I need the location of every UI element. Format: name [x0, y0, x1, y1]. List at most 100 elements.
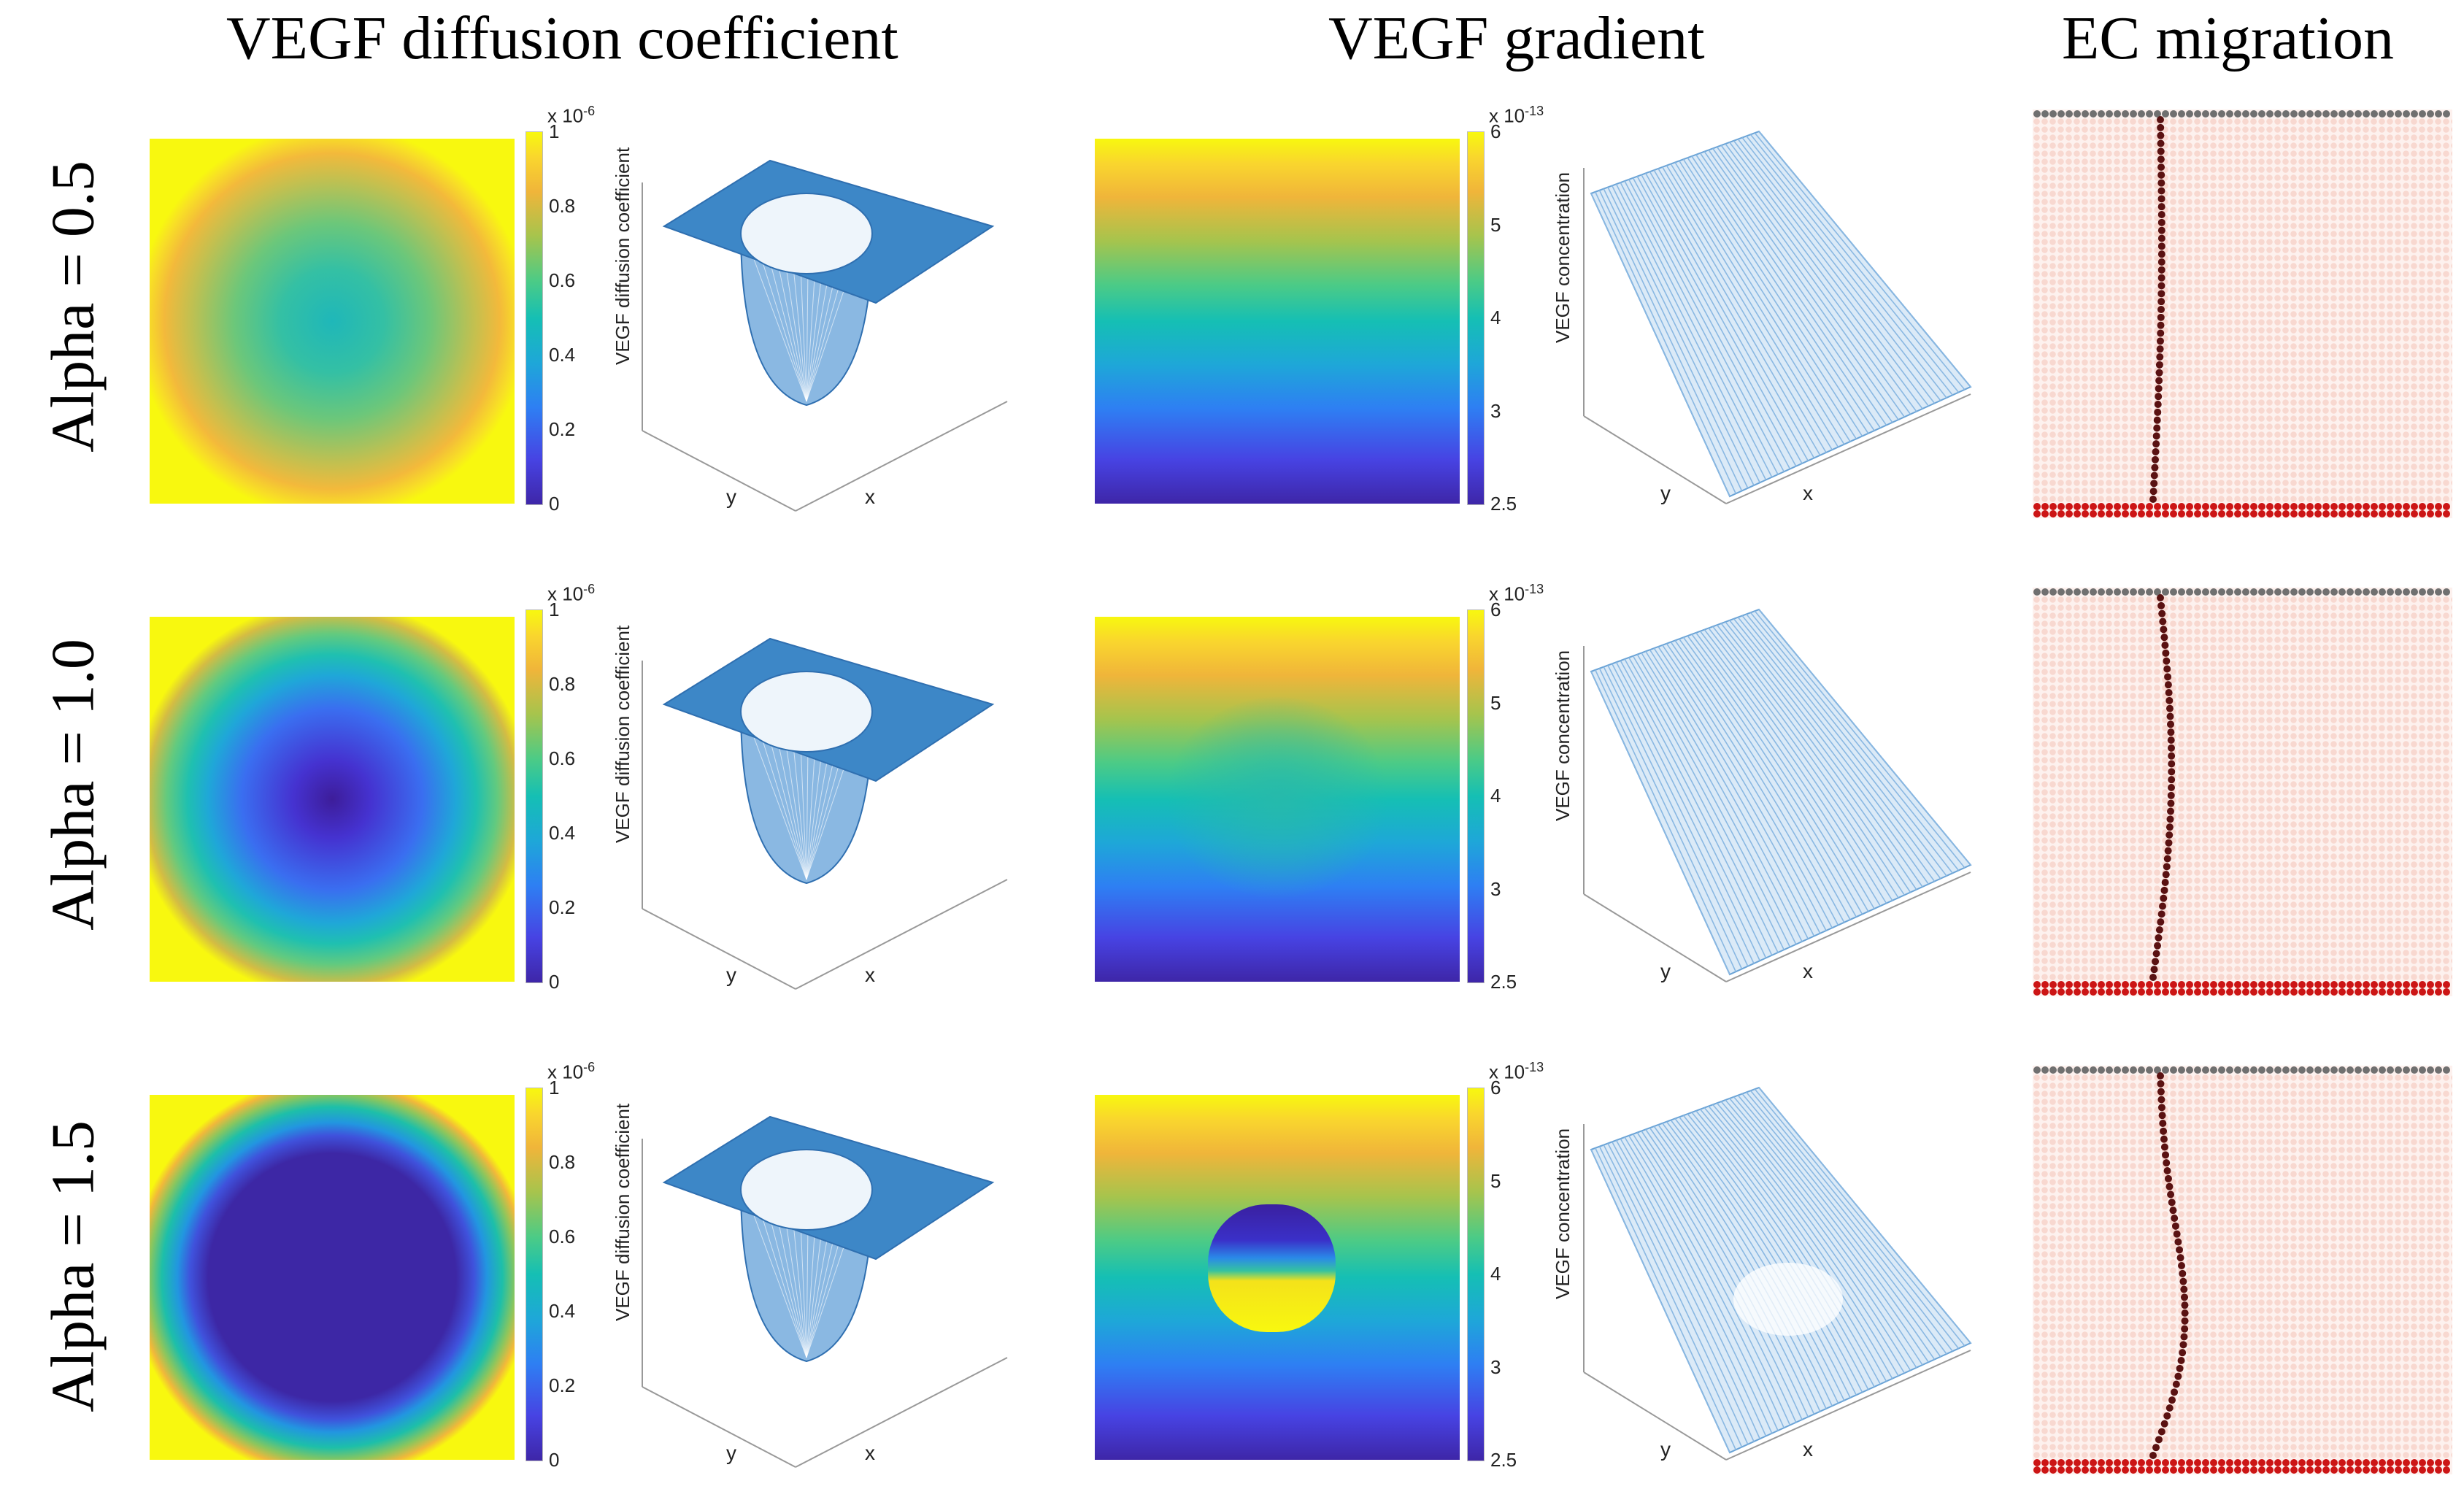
parent-vessel-top-node: [2314, 588, 2322, 596]
vegf-gradient-heatmap: [1095, 139, 1460, 504]
parent-vessel-top-node: [2314, 1066, 2322, 1074]
parent-vessel-top-node: [2419, 110, 2426, 118]
mesh-line: [1590, 1149, 1730, 1453]
parent-vessel-top-node: [2443, 1066, 2450, 1074]
sprout-cell: [2157, 116, 2164, 123]
parent-vessel-bottom-node: [2049, 1459, 2057, 1466]
parent-vessel-top-node: [2379, 110, 2386, 118]
mesh-line: [1632, 1134, 1791, 1425]
parent-vessel-bottom-node: [2346, 510, 2354, 518]
mesh-line: [1674, 640, 1851, 920]
mesh-line: [1620, 660, 1773, 956]
parent-vessel-top-node: [2114, 1066, 2121, 1074]
mesh-line: [1720, 1101, 1917, 1369]
diffusion-colorbar-tick-label: 1: [549, 120, 560, 142]
sprout-cell: [2155, 926, 2163, 934]
x-axis-label: x: [865, 1442, 875, 1464]
gradient-distortion: [1168, 697, 1387, 898]
inclusion-region: [1733, 1263, 1843, 1336]
parent-vessel-top-node: [2330, 110, 2338, 118]
parent-vessel-bottom-node: [2138, 1466, 2145, 1474]
sprout-cell: [2160, 634, 2168, 642]
parent-vessel-top-node: [2154, 1066, 2161, 1074]
mesh-line: [1595, 191, 1736, 494]
sprout-cell: [2163, 665, 2171, 673]
parent-vessel-bottom-node: [2057, 988, 2065, 996]
sprout-cell: [2167, 728, 2175, 736]
parent-vessel-top-node: [2266, 588, 2274, 596]
parent-vessel-bottom-node: [2106, 503, 2113, 510]
sprout-cell: [2157, 298, 2165, 306]
parent-vessel-top-node: [2074, 1066, 2081, 1074]
parent-vessel-bottom-node: [2202, 1459, 2209, 1466]
gradient-surface-plot: VEGF concentration y x: [1552, 130, 1972, 504]
sprout-cell: [2152, 958, 2160, 966]
parent-vessel-bottom-node: [2266, 510, 2274, 518]
parent-vessel-bottom-node: [2186, 503, 2193, 510]
row-label-alpha-1-0: Alpha = 1.0: [39, 639, 107, 931]
parent-vessel-top-node: [2146, 110, 2153, 118]
sprout-cell: [2157, 918, 2165, 926]
sprout-cell: [2159, 1120, 2167, 1127]
y-axis-line: [642, 908, 796, 990]
gradient-colorbar-tick-label: 2.5: [1490, 971, 1517, 993]
y-axis-label: y: [1660, 960, 1671, 982]
parent-vessel-bottom-node: [2363, 1459, 2370, 1466]
parent-vessel-top-node: [2178, 110, 2185, 118]
gradient-colorbar-tick-label: 2.5: [1490, 493, 1517, 515]
parent-vessel-bottom-node: [2314, 1459, 2322, 1466]
parent-vessel-bottom-node: [2202, 988, 2209, 996]
sprout-cell: [2168, 1198, 2176, 1207]
mesh-line: [1703, 629, 1893, 901]
parent-vessel-bottom-node: [2041, 510, 2049, 518]
sprout-cell: [2181, 1325, 2189, 1333]
parent-vessel-top-node: [2322, 1066, 2330, 1074]
mesh-line: [1708, 1105, 1899, 1377]
sprout-cell: [2158, 609, 2166, 617]
parent-vessel-bottom-node: [2258, 503, 2265, 510]
parent-vessel-bottom-node: [2194, 988, 2201, 996]
sprout-cell: [2156, 345, 2164, 353]
parent-vessel-top-node: [2266, 110, 2274, 118]
parent-vessel-bottom-node: [2435, 1466, 2442, 1474]
ec-migration-lattice: [2033, 109, 2452, 518]
parent-vessel-bottom-node: [2234, 981, 2241, 988]
parent-vessel-top-node: [2202, 1066, 2209, 1074]
parent-vessel-bottom-node: [2355, 503, 2362, 510]
parent-vessel-top-node: [2218, 588, 2225, 596]
mesh-line: [1603, 1144, 1749, 1445]
title-ec-migration: EC migration: [2062, 4, 2394, 72]
parent-vessel-top-node: [2138, 588, 2145, 596]
mesh-line: [1695, 632, 1881, 907]
diffusion-heatmap: [150, 617, 515, 982]
sprout-cell: [2156, 337, 2164, 345]
parent-vessel-bottom-node: [2290, 1466, 2298, 1474]
parent-vessel-bottom-node: [2363, 988, 2370, 996]
sprout-cell: [2157, 163, 2165, 171]
parent-vessel-top-node: [2290, 110, 2298, 118]
parent-vessel-top-node: [2274, 1066, 2282, 1074]
parent-vessel-bottom-node: [2242, 988, 2249, 996]
parent-vessel-bottom-node: [2314, 510, 2322, 518]
sprout-cell: [2165, 831, 2174, 839]
sprout-cell: [2167, 744, 2175, 752]
parent-vessel-bottom-node: [2322, 988, 2330, 996]
mesh-line: [1682, 636, 1863, 915]
parent-vessel-top-node: [2033, 110, 2041, 118]
mesh-line: [1741, 137, 1947, 399]
parent-vessel-bottom-node: [2322, 503, 2330, 510]
mesh-line: [1615, 1139, 1767, 1436]
parent-vessel-top-node: [2106, 588, 2113, 596]
vegf-gradient-heatmap: [1095, 617, 1460, 982]
parent-vessel-bottom-node: [2130, 988, 2137, 996]
parent-vessel-top-node: [2298, 110, 2306, 118]
parent-vessel-bottom-node: [2074, 988, 2081, 996]
diffusion-colorbar-tick-label: 0.4: [549, 822, 576, 844]
parent-vessel-top-node: [2322, 110, 2330, 118]
parent-vessel-top-node: [2162, 110, 2169, 118]
parent-vessel-bottom-node: [2298, 981, 2306, 988]
parent-vessel-bottom-node: [2057, 1459, 2065, 1466]
diffusion-colorbar-tick-label: 0.8: [549, 1151, 576, 1173]
mesh-line: [1636, 1132, 1797, 1423]
parent-vessel-bottom-node: [2355, 1466, 2362, 1474]
